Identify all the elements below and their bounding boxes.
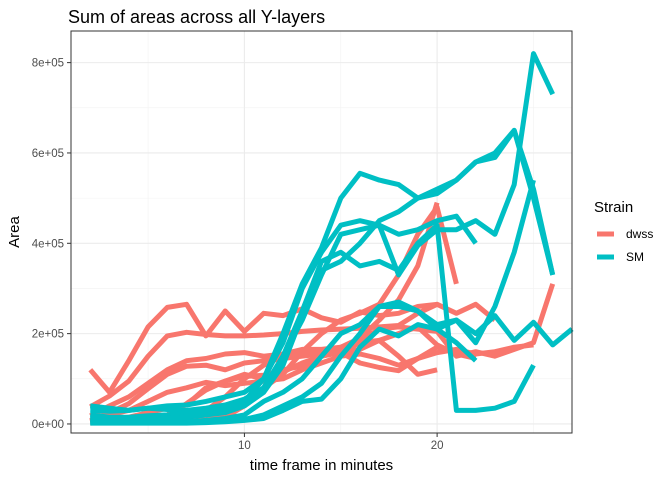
x-axis-title: time frame in minutes	[250, 457, 393, 474]
y-tick-label: 0e+00	[32, 419, 64, 431]
plot-lines	[88, 51, 574, 426]
legend-label-sm: SM	[626, 250, 644, 264]
y-axis-ticks: 0e+00 2e+05 4e+05 6e+05 8e+05	[32, 58, 71, 431]
x-axis-ticks: 10 20	[238, 433, 444, 452]
x-tick-label: 20	[431, 440, 444, 452]
y-tick-label: 4e+05	[32, 238, 64, 250]
y-axis-title: Area	[6, 216, 23, 248]
legend-title: Strain	[594, 199, 633, 216]
series-line-dwss-1	[88, 301, 438, 395]
legend-items: dwss SM	[597, 227, 653, 264]
legend-label-dwss: dwss	[626, 227, 653, 241]
chart-title: Sum of areas across all Y-layers	[68, 7, 325, 27]
y-tick-label: 6e+05	[32, 148, 64, 160]
series-line-sm-11	[90, 213, 478, 414]
series-line-sm-17	[90, 322, 478, 426]
legend: Strain dwss SM	[594, 199, 653, 264]
plot-border	[70, 30, 573, 434]
series-line-sm-12	[90, 222, 536, 420]
x-tick-label: 10	[238, 440, 251, 452]
y-tick-label: 8e+05	[32, 58, 64, 70]
y-tick-label: 2e+05	[32, 329, 64, 341]
series-line-sm-14	[90, 127, 556, 423]
